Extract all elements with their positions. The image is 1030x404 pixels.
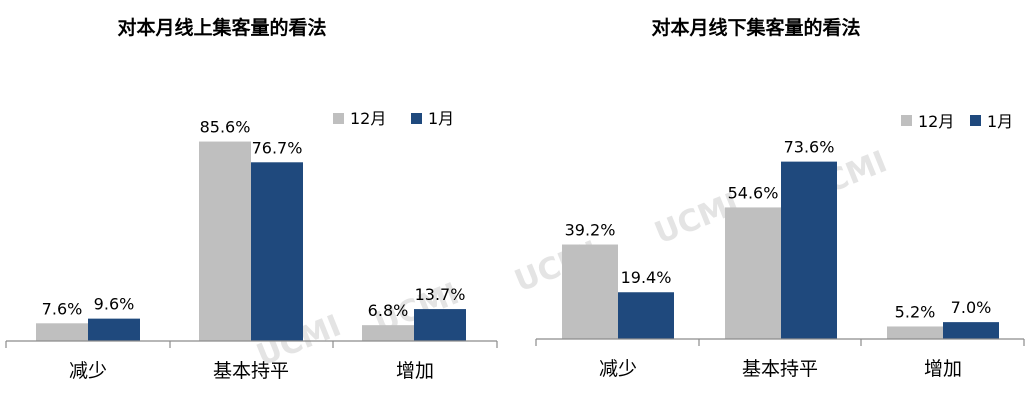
chart-title: 对本月线上集客量的看法 bbox=[117, 16, 326, 39]
bar-dec bbox=[36, 323, 88, 341]
data-label: 6.8% bbox=[368, 301, 409, 320]
legend: 12月 1月 bbox=[333, 109, 454, 128]
bar-dec bbox=[887, 326, 943, 339]
bar-dec bbox=[199, 141, 251, 341]
chart-online-traffic: 对本月线上集客量的看法 12月 1月 7.6% 9.6% 85.6%76.7% 6.8… bbox=[5, 16, 498, 382]
bar-group: 7.6% 9.6% 85.6%76.7% 6.8% 13.7% bbox=[36, 118, 466, 341]
legend-label: 12月 bbox=[918, 112, 954, 131]
data-label: 19.4% bbox=[621, 268, 672, 287]
data-label: 73.6% bbox=[784, 138, 835, 157]
category-label: 基本持平 bbox=[213, 360, 289, 382]
legend-label: 12月 bbox=[350, 109, 386, 128]
legend-swatch-jan bbox=[970, 115, 981, 126]
legend-label: 1月 bbox=[987, 112, 1013, 131]
bar-jan bbox=[943, 322, 999, 339]
legend-swatch-jan bbox=[411, 113, 422, 124]
bar-jan bbox=[251, 162, 303, 341]
data-label: 54.6% bbox=[728, 183, 779, 202]
bar-jan bbox=[414, 309, 466, 341]
chart-offline-traffic: 对本月线下集客量的看法 12月 1月 39.2% 19.4% 54.6% 73.6% 5… bbox=[535, 16, 1025, 380]
data-label: 7.6% bbox=[42, 299, 83, 318]
data-label: 85.6% bbox=[200, 118, 251, 137]
bar-jan bbox=[781, 161, 837, 339]
category-label: 增加 bbox=[396, 360, 434, 382]
bar-jan bbox=[88, 318, 140, 341]
category-label: 增加 bbox=[924, 358, 962, 380]
bar-group: 39.2% 19.4% 54.6% 73.6% 5.2% 7.0% bbox=[562, 138, 999, 339]
data-label: 76.7% bbox=[252, 138, 303, 157]
data-label: 39.2% bbox=[565, 221, 616, 240]
bar-dec bbox=[562, 244, 618, 339]
data-label: 5.2% bbox=[895, 302, 936, 321]
bar-jan bbox=[618, 292, 674, 339]
category-label: 减少 bbox=[69, 360, 107, 382]
category-label: 基本持平 bbox=[742, 358, 818, 380]
legend: 12月 1月 bbox=[901, 112, 1013, 131]
data-label: 9.6% bbox=[94, 295, 135, 314]
chart-title: 对本月线下集客量的看法 bbox=[651, 16, 860, 39]
bar-dec bbox=[725, 207, 781, 339]
legend-label: 1月 bbox=[428, 109, 454, 128]
legend-swatch-dec bbox=[901, 115, 912, 126]
bar-dec bbox=[362, 325, 414, 341]
legend-swatch-dec bbox=[333, 113, 344, 124]
data-label: 7.0% bbox=[951, 298, 992, 317]
category-label: 减少 bbox=[599, 358, 637, 380]
data-label: 13.7% bbox=[415, 285, 466, 304]
